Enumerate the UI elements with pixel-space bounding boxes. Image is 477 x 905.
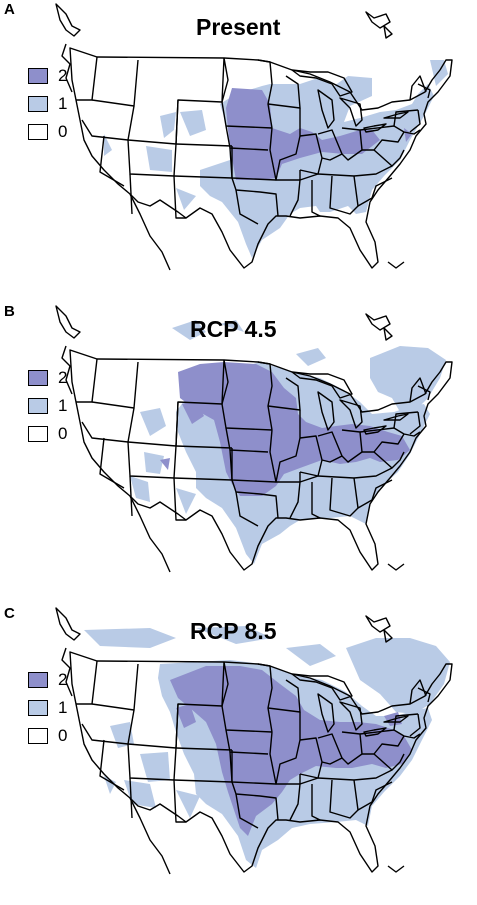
legend-swatch-1 — [28, 96, 48, 112]
legend: 2 1 0 — [28, 666, 67, 750]
legend-swatch-2 — [28, 672, 48, 688]
panel-title: Present — [196, 14, 281, 40]
panel-letter: A — [4, 1, 15, 18]
panel-letter: B — [4, 303, 15, 320]
panel-title: RCP 8.5 — [190, 618, 277, 644]
legend: 2 1 0 — [28, 364, 67, 448]
legend-swatch-2 — [28, 68, 48, 84]
legend-item-0: 0 — [28, 118, 67, 146]
legend-item-2: 2 — [28, 666, 67, 694]
legend-label-0: 0 — [58, 122, 68, 141]
legend-label-2: 2 — [58, 670, 68, 689]
legend-swatch-1 — [28, 700, 48, 716]
legend-item-1: 1 — [28, 392, 67, 420]
map-rcp45 — [55, 305, 453, 573]
map-present — [55, 3, 453, 271]
legend-label-1: 1 — [58, 94, 68, 113]
panel-present: A Present 2 1 0 — [0, 0, 477, 301]
legend: 2 1 0 — [28, 62, 67, 146]
legend-item-0: 0 — [28, 722, 67, 750]
legend-swatch-0 — [28, 728, 48, 744]
legend-item-0: 0 — [28, 420, 67, 448]
legend-swatch-0 — [28, 124, 48, 140]
legend-swatch-2 — [28, 370, 48, 386]
legend-label-0: 0 — [58, 726, 68, 745]
legend-swatch-1 — [28, 398, 48, 414]
legend-label-2: 2 — [58, 368, 68, 387]
legend-item-1: 1 — [28, 694, 67, 722]
legend-item-2: 2 — [28, 62, 67, 90]
legend-label-1: 1 — [58, 396, 68, 415]
panel-rcp45: B RCP 4.5 2 1 0 — [0, 302, 477, 603]
panel-rcp85: C RCP 8.5 2 1 0 — [0, 604, 477, 905]
panel-letter: C — [4, 605, 15, 622]
legend-item-1: 1 — [28, 90, 67, 118]
legend-label-2: 2 — [58, 66, 68, 85]
panel-title: RCP 4.5 — [190, 316, 277, 342]
legend-label-1: 1 — [58, 698, 68, 717]
map-rcp85 — [55, 607, 453, 875]
legend-swatch-0 — [28, 426, 48, 442]
legend-label-0: 0 — [58, 424, 68, 443]
legend-item-2: 2 — [28, 364, 67, 392]
